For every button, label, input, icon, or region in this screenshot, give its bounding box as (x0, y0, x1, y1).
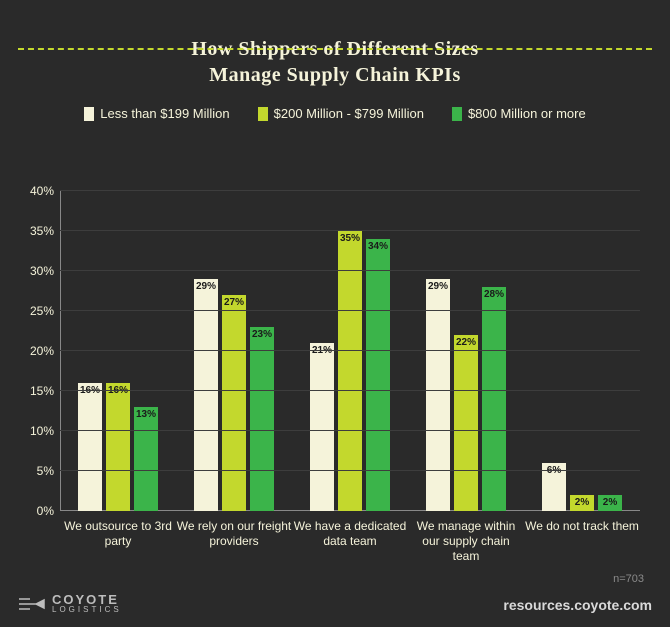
bars-wrap: 29% 22% 28% (408, 191, 524, 511)
y-tick-label: 25% (30, 304, 60, 318)
top-dashed-rule (18, 48, 652, 50)
bar-groups-container: 16%16%13%We outsource to 3rd party29%27%… (60, 191, 640, 511)
bar: 28% (482, 287, 506, 511)
chart-title: How Shippers of Different Sizes Manage S… (0, 36, 670, 88)
gridline (60, 350, 640, 351)
coyote-logo: COYOTE LOGISTICS (18, 594, 122, 613)
source-url: resources.coyote.com (503, 597, 652, 613)
y-tick-label: 5% (37, 464, 60, 478)
bar-value-label: 29% (196, 281, 216, 292)
category-label: We outsource to 3rd party (60, 511, 176, 549)
chart-title-line2: Manage Supply Chain KPIs (209, 64, 461, 86)
y-tick-label: 20% (30, 344, 60, 358)
bar: 22% (454, 335, 478, 511)
logo-text: COYOTE LOGISTICS (52, 594, 122, 613)
bar-value-label: 13% (136, 409, 156, 420)
legend-item: Less than $199 Million (84, 106, 229, 121)
y-tick-label: 40% (30, 184, 60, 198)
bar: 2% (598, 495, 622, 511)
bar: 2% (570, 495, 594, 511)
gridline (60, 270, 640, 271)
legend-label: $200 Million - $799 Million (274, 106, 424, 121)
bar: 13% (134, 407, 158, 511)
bar-value-label: 2% (603, 497, 617, 508)
y-tick-label: 35% (30, 224, 60, 238)
bar: 16% (106, 383, 130, 511)
logo-main: COYOTE (52, 594, 122, 606)
sample-size-note: n=703 (613, 573, 644, 585)
bar-value-label: 29% (428, 281, 448, 292)
bar: 16% (78, 383, 102, 511)
legend: Less than $199 Million $200 Million - $7… (0, 106, 670, 121)
bar-value-label: 2% (575, 497, 589, 508)
bar: 27% (222, 295, 246, 511)
bars-wrap: 29% 27% 23% (176, 191, 292, 511)
bar: 29% (426, 279, 450, 511)
gridline (60, 230, 640, 231)
bar-value-label: 35% (340, 233, 360, 244)
legend-label: Less than $199 Million (100, 106, 229, 121)
logo-sub: LOGISTICS (52, 606, 122, 613)
bar-value-label: 23% (252, 329, 272, 340)
footer: COYOTE LOGISTICS resources.coyote.com (18, 594, 652, 613)
bars-wrap: 6%2%2% (524, 191, 640, 511)
gridline (60, 430, 640, 431)
legend-swatch (258, 107, 268, 121)
y-tick-label: 0% (37, 504, 60, 518)
legend-swatch (84, 107, 94, 121)
legend-label: $800 Million or more (468, 106, 586, 121)
bars-wrap: 21% 35% 34% (292, 191, 408, 511)
bars-wrap: 16%16% 13% (60, 191, 176, 511)
bar: 21% (310, 343, 334, 511)
coyote-logo-icon (18, 595, 46, 613)
bar-value-label: 27% (224, 297, 244, 308)
y-tick-label: 10% (30, 424, 60, 438)
bar-value-label: 28% (484, 289, 504, 300)
bar-group: 29%27%23%We rely on our freight provider… (176, 191, 292, 511)
gridline (60, 390, 640, 391)
bar: 23% (250, 327, 274, 511)
bar-value-label: 22% (456, 337, 476, 348)
legend-item: $200 Million - $799 Million (258, 106, 424, 121)
category-label: We do not track them (524, 511, 640, 534)
category-label: We manage within our supply chain team (408, 511, 524, 564)
bar-group: 16%16%13%We outsource to 3rd party (60, 191, 176, 511)
y-tick-label: 30% (30, 264, 60, 278)
bar-group: 21%35%34%We have a dedicated data team (292, 191, 408, 511)
category-label: We have a dedicated data team (292, 511, 408, 549)
category-label: We rely on our freight providers (176, 511, 292, 549)
chart-area: 16%16%13%We outsource to 3rd party29%27%… (60, 191, 640, 511)
bar: 35% (338, 231, 362, 511)
bar: 29% (194, 279, 218, 511)
bar-group: 6%2%2%We do not track them (524, 191, 640, 511)
legend-swatch (452, 107, 462, 121)
y-tick-label: 15% (30, 384, 60, 398)
bar-value-label: 34% (368, 241, 388, 252)
bar-group: 29%22%28%We manage within our supply cha… (408, 191, 524, 511)
gridline (60, 470, 640, 471)
legend-item: $800 Million or more (452, 106, 586, 121)
gridline (60, 310, 640, 311)
gridline (60, 190, 640, 191)
